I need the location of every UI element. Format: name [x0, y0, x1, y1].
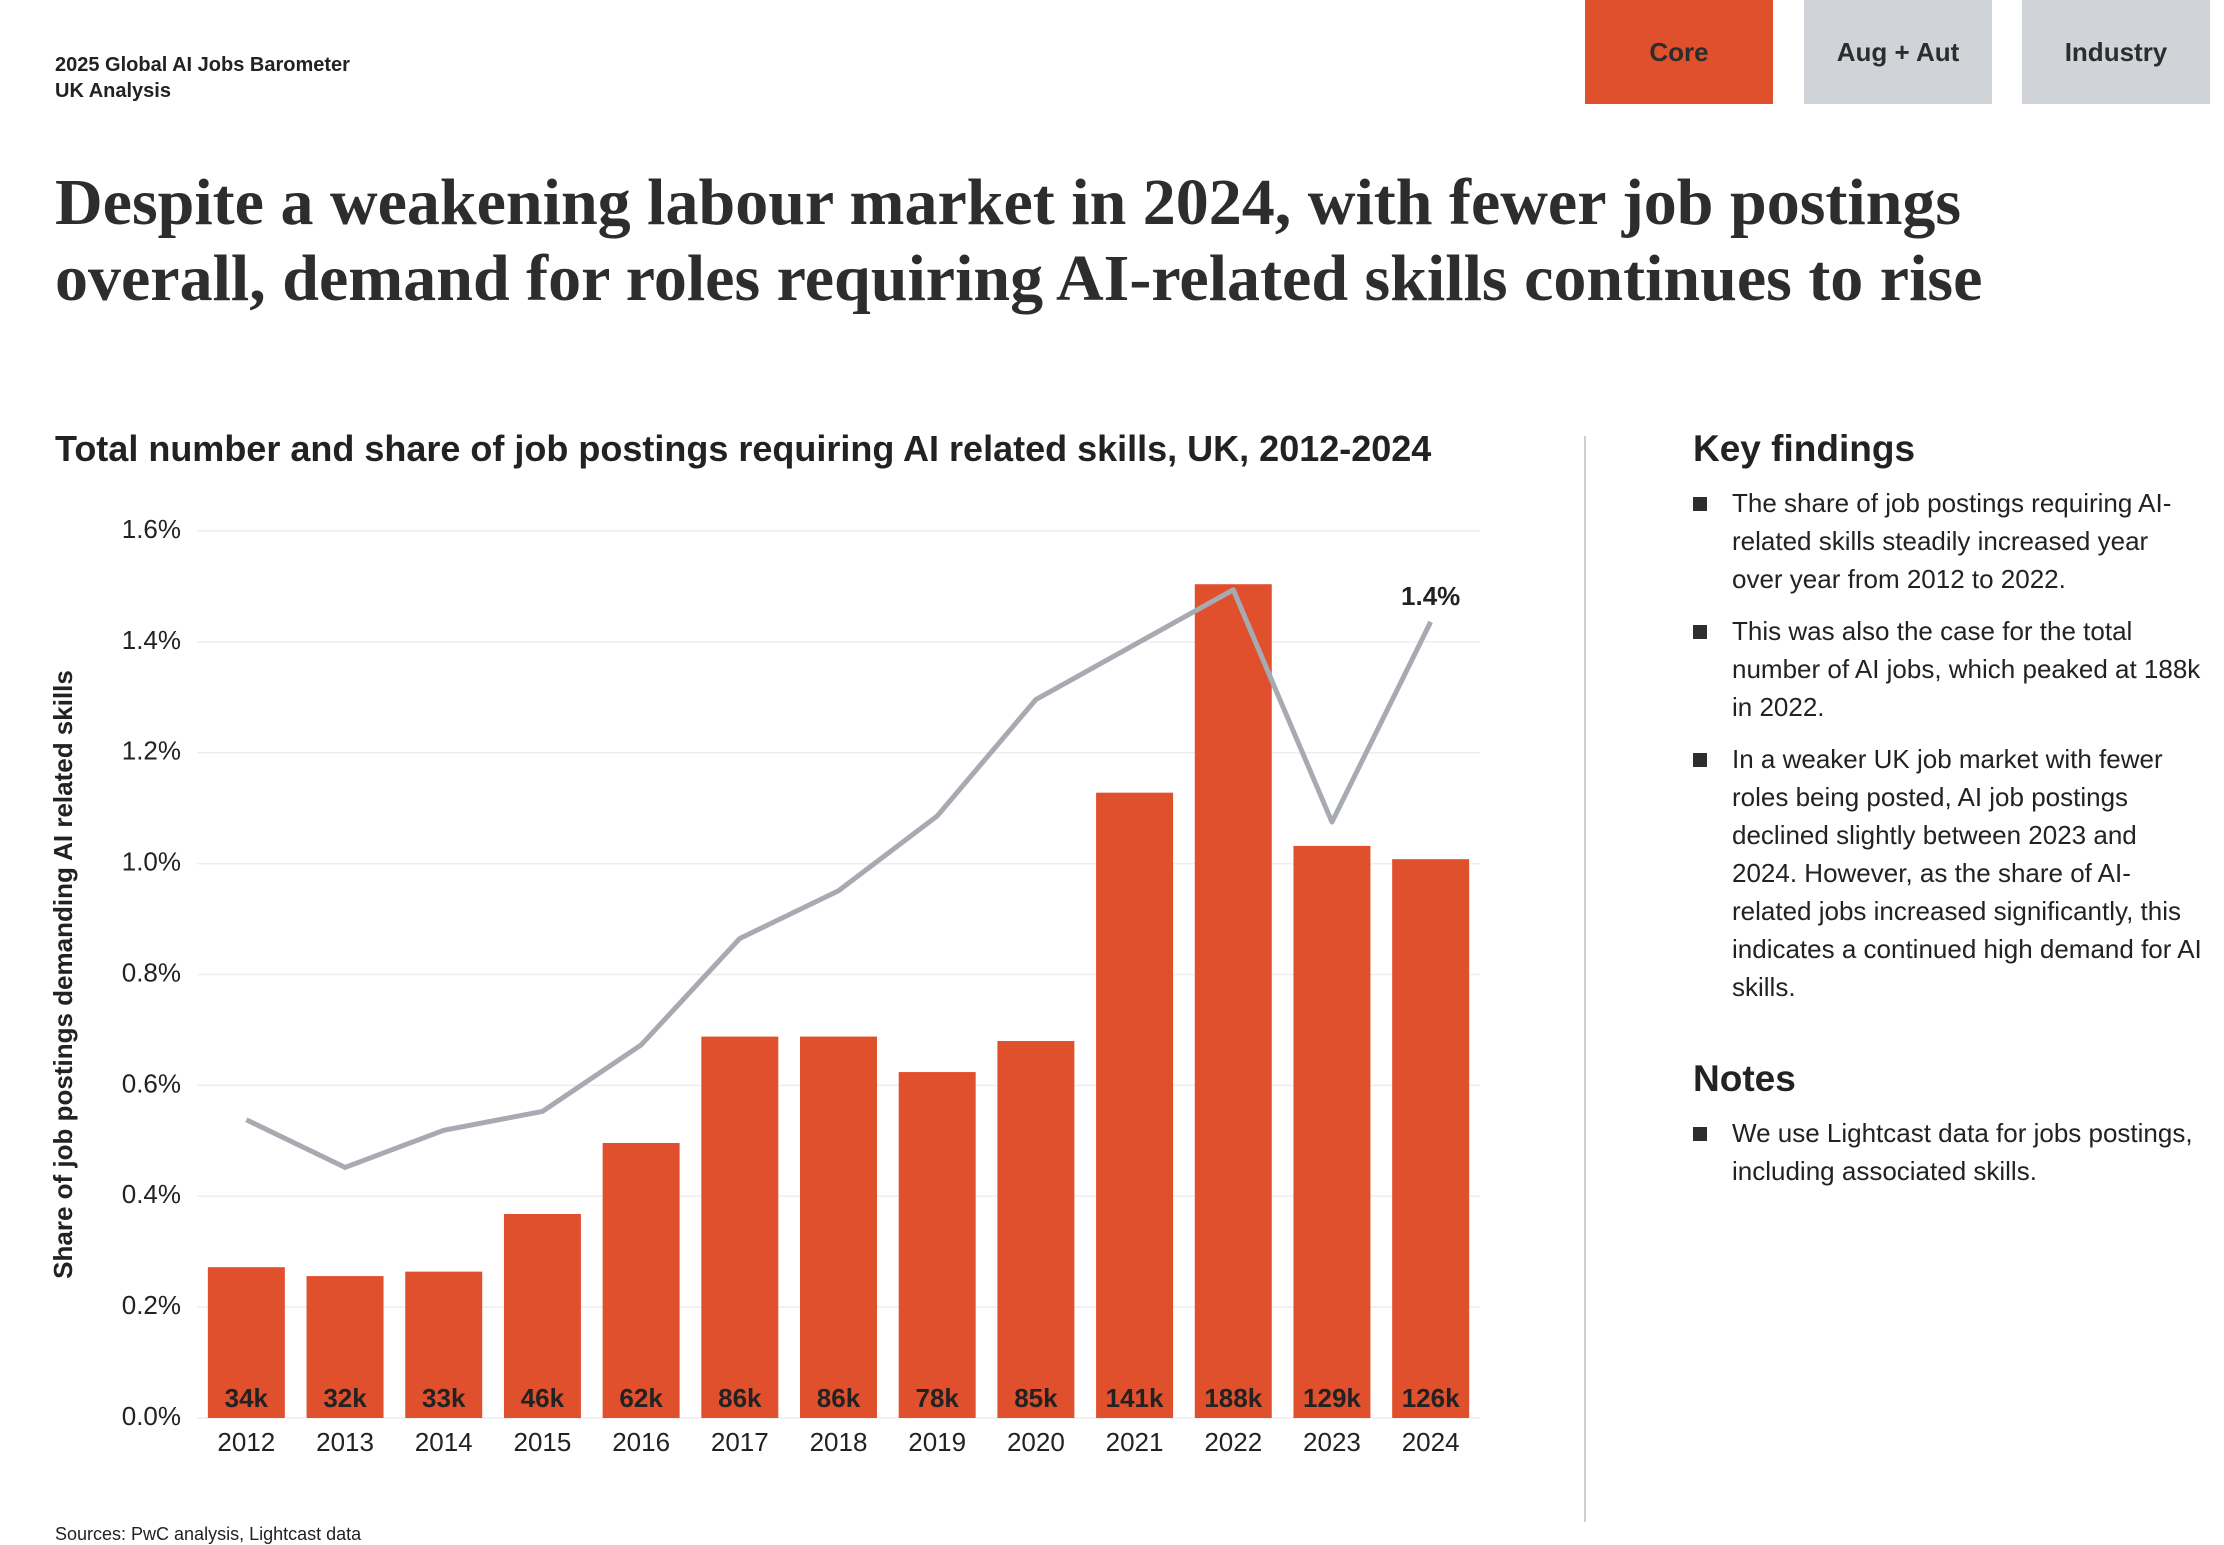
x-tick-label: 2013 — [316, 1427, 374, 1457]
x-tick-label: 2012 — [217, 1427, 275, 1457]
y-tick-label: 1.4% — [122, 625, 181, 655]
x-tick-label: 2023 — [1303, 1427, 1361, 1457]
report-name: 2025 Global AI Jobs Barometer — [55, 54, 350, 76]
bar — [800, 1036, 877, 1418]
bar-label: 129k — [1303, 1383, 1361, 1413]
line — [245, 587, 1433, 1170]
bullet — [1693, 625, 1707, 639]
report-header: 2025 Global AI Jobs Barometer UK Analysi… — [55, 52, 350, 104]
bar — [602, 1143, 680, 1418]
tab[interactable]: Industry — [2022, 0, 2210, 104]
x-tick-label: 2022 — [1204, 1427, 1262, 1457]
bar-label: 33k — [422, 1383, 466, 1413]
bullet — [1693, 753, 1707, 767]
list-item: In a weaker UK job market with fewer rol… — [1693, 740, 2202, 1006]
bar-label: 78k — [915, 1383, 959, 1413]
bar — [405, 1271, 483, 1418]
item-text: The share of job postings requiring AI-r… — [1732, 488, 2172, 594]
bar-label: 126k — [1402, 1383, 1460, 1413]
headline-line: Despite a weakening labour market in 202… — [55, 166, 1962, 239]
bar — [306, 1276, 384, 1418]
bar — [503, 1213, 581, 1418]
list-item: We use Lightcast data for jobs postings,… — [1693, 1114, 2202, 1190]
x-tick-label: 2021 — [1106, 1427, 1164, 1457]
bar — [1194, 584, 1272, 1418]
y-tick-label: 1.6% — [122, 514, 181, 544]
x-tick-label: 2024 — [1402, 1427, 1460, 1457]
list-item: The share of job postings requiring AI-r… — [1693, 484, 2202, 598]
key-findings: Key findings The share of job postings r… — [1693, 428, 2213, 1006]
line-label: 1.4% — [1401, 581, 1460, 611]
bar — [898, 1072, 976, 1418]
bar — [207, 1267, 285, 1418]
bullet — [1693, 497, 1707, 511]
x-tick-label: 2017 — [711, 1427, 769, 1457]
item-text: In a weaker UK job market with fewer rol… — [1732, 744, 2202, 1002]
bar — [1392, 859, 1470, 1418]
bar — [1293, 845, 1371, 1418]
headline-line: overall, demand for roles requiring AI-r… — [55, 242, 1983, 315]
section-heading: Key findings — [1693, 428, 1916, 469]
bullet — [1693, 1127, 1707, 1141]
y-tick-label: 0.6% — [122, 1068, 181, 1098]
tab[interactable]: Core — [1585, 0, 1773, 104]
report-subtitle: UK Analysis — [55, 80, 171, 102]
x-tick-label: 2016 — [612, 1427, 670, 1457]
bar-label: 86k — [817, 1383, 861, 1413]
bar-label: 34k — [225, 1383, 269, 1413]
chart: 0.0% 0.2% 0.4% 0.6% 0.8% 1.0% 1.2% 1.4% 1.6% Shar… — [48, 514, 1480, 1457]
list-item: This was also the case for the total num… — [1693, 612, 2202, 726]
source-note: Sources: PwC analysis, Lightcast data — [55, 1524, 362, 1544]
bar-label: 86k — [718, 1383, 762, 1413]
x-tick-label: 2014 — [415, 1427, 473, 1457]
bar — [997, 1041, 1075, 1418]
y-tick-label: 0.8% — [122, 957, 181, 987]
bar-label: 141k — [1106, 1383, 1164, 1413]
x-tick-label: 2018 — [810, 1427, 868, 1457]
bar-label: 188k — [1204, 1383, 1262, 1413]
bar-label: 85k — [1014, 1383, 1058, 1413]
x-tick-label: 2015 — [514, 1427, 572, 1457]
x-tick-label: 2019 — [908, 1427, 966, 1457]
item-text: This was also the case for the total num… — [1732, 616, 2201, 722]
bar-label: 62k — [619, 1383, 663, 1413]
y-axis-title: Share of job postings demanding AI relat… — [48, 670, 78, 1279]
section-heading: Notes — [1693, 1058, 1796, 1099]
x-tick-label: 2020 — [1007, 1427, 1065, 1457]
item-text: We use Lightcast data for jobs postings,… — [1732, 1118, 2193, 1186]
y-tick-label: 0.0% — [122, 1401, 181, 1431]
y-tick-label: 0.4% — [122, 1179, 181, 1209]
divider — [1584, 436, 1586, 1522]
headline: Despite a weakening labour market in 202… — [55, 165, 1982, 317]
tab[interactable]: Aug + Aut — [1804, 0, 1992, 104]
y-tick-label: 1.0% — [122, 847, 181, 877]
y-tick-label: 0.2% — [122, 1290, 181, 1320]
y-tick-label: 1.2% — [122, 736, 181, 766]
bar — [1096, 792, 1174, 1418]
notes: Notes We use Lightcast data for jobs pos… — [1693, 1058, 2213, 1190]
bar — [701, 1036, 779, 1418]
bar-label: 32k — [323, 1383, 367, 1413]
bar-label: 46k — [521, 1383, 565, 1413]
chart-title: Total number and share of job postings r… — [55, 428, 1432, 469]
